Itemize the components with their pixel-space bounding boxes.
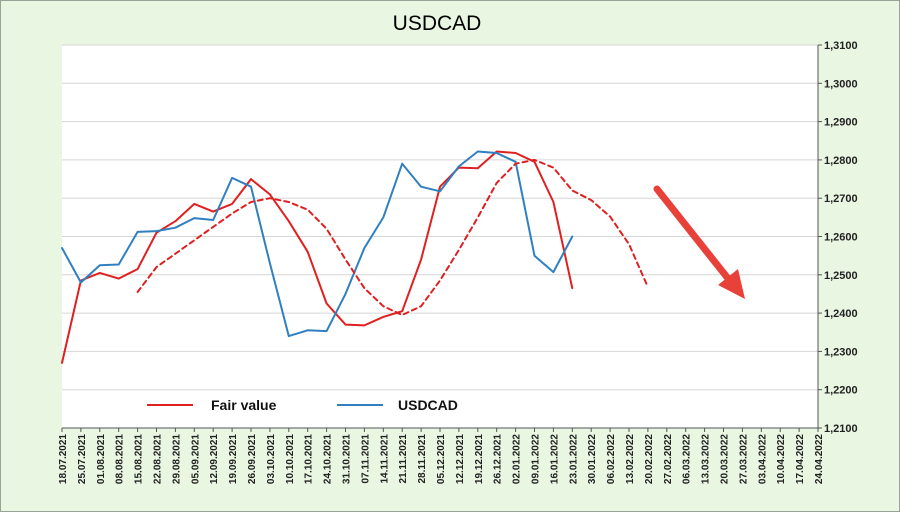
y-tick-label: 1,2900: [824, 117, 858, 129]
x-tick-label: 15.08.2021: [134, 434, 145, 484]
x-tick-label: 12.12.2021: [455, 434, 466, 484]
x-tick-label: 30.01.2022: [587, 434, 598, 484]
series-line-trend-2: [136, 158, 649, 316]
y-tick-label: 1,2800: [824, 155, 858, 167]
x-tick-label: 02.01.2022: [512, 434, 523, 484]
legend-label-usdcad: USDCAD: [398, 397, 458, 413]
x-tick-label: 01.08.2021: [96, 434, 107, 484]
x-tick-label: 24.04.2022: [814, 434, 825, 484]
y-tick-label: 1,2500: [824, 270, 858, 282]
x-tick-label: 21.11.2021: [398, 434, 409, 484]
y-tick-label: 1,2300: [824, 346, 858, 358]
legend: Fair value USDCAD: [147, 397, 458, 413]
x-tick-label: 27.03.2022: [738, 434, 749, 484]
x-tick-label: 28.11.2021: [417, 434, 428, 484]
x-tick-label: 19.12.2021: [474, 434, 485, 484]
x-tick-label: 27.02.2022: [663, 434, 674, 484]
x-tick-label: 23.01.2022: [568, 434, 579, 484]
x-tick-label: 10.04.2022: [776, 434, 787, 484]
x-tick-label: 31.10.2021: [342, 434, 353, 484]
x-tick-label: 12.09.2021: [209, 434, 220, 484]
arrow-head: [718, 269, 745, 299]
y-tick-label: 1,3100: [824, 40, 858, 52]
x-tick-label: 05.09.2021: [190, 434, 201, 484]
x-tick-label: 17.04.2022: [795, 434, 806, 484]
y-tick-label: 1,2400: [824, 308, 858, 320]
y-axis-ticks: 1,2100 1,2200 1,2300 1,2400 1,2500 1,2600 1,27…: [824, 40, 858, 435]
x-tick-label: 06.02.2022: [606, 434, 617, 484]
x-tick-label: 08.08.2021: [115, 434, 126, 484]
x-tick-label: 09.01.2022: [531, 434, 542, 484]
x-tick-label: 18.07.2021: [58, 434, 69, 484]
x-tick-label: 19.09.2021: [228, 434, 239, 484]
x-tick-label: 16.01.2022: [549, 434, 560, 484]
series-line-fair-value: [61, 150, 574, 364]
chart-title: USDCAD: [393, 12, 482, 35]
y-tick-label: 1,2200: [824, 385, 858, 397]
forecast-arrow: [653, 185, 745, 299]
x-tick-label: 06.03.2022: [682, 434, 693, 484]
y-tick-label: 1,2700: [824, 193, 858, 205]
x-axis-ticks: 18.07.2021 25.07.2021 01.08.2021 08.08.2021…: [58, 428, 825, 484]
x-tick-label: 03.10.2021: [266, 434, 277, 484]
x-tick-label: 03.04.2022: [757, 434, 768, 484]
x-tick-label: 25.07.2021: [77, 434, 88, 484]
x-tick-label: 26.12.2021: [493, 434, 504, 484]
x-tick-label: 14.11.2021: [379, 434, 390, 484]
x-tick-label: 05.12.2021: [436, 434, 447, 484]
x-tick-label: 20.03.2022: [720, 434, 731, 484]
x-tick-label: 17.10.2021: [304, 434, 315, 484]
y-tick-label: 1,2600: [824, 232, 858, 244]
x-tick-label: 13.03.2022: [701, 434, 712, 484]
x-tick-label: 20.02.2022: [644, 434, 655, 484]
x-tick-label: 10.10.2021: [285, 434, 296, 484]
x-tick-label: 29.08.2021: [171, 434, 182, 484]
series-lines: [61, 150, 649, 364]
x-tick-label: 13.02.2022: [625, 434, 636, 484]
x-tick-label: 26.09.2021: [247, 434, 258, 484]
x-tick-label: 07.11.2021: [360, 434, 371, 484]
arrow-shaft: [653, 185, 734, 285]
x-tick-label: 24.10.2021: [323, 434, 334, 484]
y-tick-label: 1,2100: [824, 423, 858, 435]
y-tick-label: 1,3000: [824, 78, 858, 90]
series-line-usdcad: [61, 150, 574, 338]
legend-label-fair-value: Fair value: [211, 397, 277, 413]
x-tick-label: 22.08.2021: [153, 434, 164, 484]
